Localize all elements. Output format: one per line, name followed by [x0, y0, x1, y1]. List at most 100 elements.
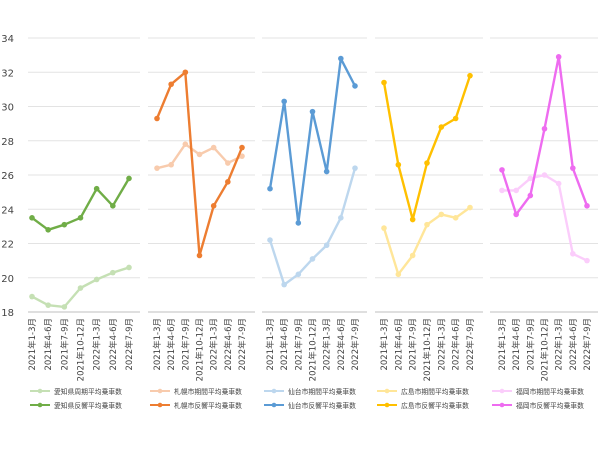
legend-label: 仙台市期間平均乗車数	[288, 387, 356, 396]
x-tick-label: 2022年1-3月	[92, 318, 103, 371]
data-point	[281, 281, 287, 288]
data-point	[29, 215, 35, 221]
data-point	[309, 256, 316, 262]
data-point	[323, 168, 330, 175]
x-tick-label: 2021年10-12月	[195, 318, 206, 381]
legend-marker	[384, 388, 390, 394]
data-point	[467, 72, 473, 79]
x-tick-label: 2021年1-3月	[265, 318, 276, 371]
x-tick-label: 2021年1-3月	[27, 318, 38, 371]
y-tick-label: 20	[1, 274, 14, 285]
data-point	[352, 165, 358, 171]
x-tick-label: 2021年1-3月	[497, 318, 508, 371]
data-point	[499, 187, 505, 194]
legend-marker	[271, 388, 277, 394]
legend-marker	[384, 402, 390, 408]
x-tick-label: 2022年4-6月	[568, 318, 579, 371]
legend-marker	[271, 402, 277, 408]
data-point	[570, 250, 576, 257]
data-point	[77, 285, 84, 291]
legend-label: 仙台市反響平均乗車数	[288, 401, 356, 410]
x-tick-label: 2022年1-3月	[209, 318, 220, 371]
data-point	[323, 242, 330, 249]
data-point	[267, 185, 273, 192]
data-point	[126, 264, 132, 271]
legend-marker	[499, 388, 505, 394]
y-tick-label: 34	[1, 34, 14, 45]
data-point	[45, 227, 51, 233]
legend-marker	[37, 388, 43, 394]
data-point	[295, 220, 302, 226]
legend-marker	[37, 402, 43, 408]
data-point	[126, 175, 132, 182]
x-tick-label: 2021年7-9月	[59, 318, 70, 371]
data-point	[77, 215, 84, 221]
data-point	[555, 54, 562, 60]
x-tick-label: 2022年4-6月	[223, 318, 234, 371]
legend-marker	[499, 402, 505, 408]
x-tick-label: 2021年10-12月	[76, 318, 87, 381]
legend-marker	[157, 388, 163, 394]
y-axis: 18 20 22 24 26 28 30 32 34	[1, 34, 14, 319]
data-point	[527, 175, 534, 182]
series-line	[502, 173, 588, 262]
data-point	[395, 161, 402, 168]
data-point	[196, 151, 203, 158]
data-point	[381, 225, 387, 231]
data-point	[45, 302, 51, 308]
legend-label: 広島市期間平均乗車数	[401, 387, 469, 396]
data-point	[93, 185, 100, 192]
x-tick-label: 2022年4-6月	[451, 318, 462, 371]
legend-label: 福岡市期間平均乗車数	[516, 387, 584, 396]
data-point	[61, 304, 68, 310]
data-point	[196, 252, 203, 259]
data-point	[452, 115, 459, 122]
data-point	[182, 69, 189, 76]
data-point	[467, 204, 473, 211]
x-tick-label: 2021年10-12月	[308, 318, 319, 381]
x-tick-label: 2021年4-6月	[393, 318, 404, 371]
data-point	[168, 81, 174, 88]
data-point	[395, 271, 402, 278]
x-tick-label: 2021年7-9月	[293, 318, 304, 371]
data-point	[61, 221, 68, 228]
x-tick-label: 2022年1-3月	[436, 318, 447, 371]
data-point	[584, 257, 590, 264]
x-tick-label: 2022年1-3月	[322, 318, 333, 371]
y-tick-label: 22	[1, 240, 14, 251]
x-tick-label: 2022年7-9月	[465, 318, 476, 371]
x-tick-label: 2021年7-9月	[180, 318, 191, 371]
data-point	[239, 144, 245, 151]
legend-marker	[157, 402, 163, 408]
legend-label: 愛知県反響平均乗車数	[54, 401, 122, 410]
data-point	[168, 161, 174, 168]
data-point	[438, 211, 445, 218]
data-point	[381, 79, 387, 86]
x-tick-label: 2022年1-3月	[554, 318, 565, 371]
x-tick-label: 2022年7-9月	[124, 318, 135, 371]
x-tick-label: 2021年4-6月	[43, 318, 54, 371]
x-tick-label: 2021年10-12月	[422, 318, 433, 381]
data-point	[513, 211, 519, 218]
x-tick-label: 2021年4-6月	[166, 318, 177, 371]
y-tick-label: 28	[1, 137, 14, 148]
x-tick-label: 2022年4-6月	[336, 318, 347, 371]
x-tick-label: 2021年4-6月	[279, 318, 290, 371]
data-point	[409, 216, 416, 223]
data-point	[409, 252, 416, 259]
x-tick-label: 2021年10-12月	[540, 318, 551, 381]
y-tick-label: 32	[1, 68, 14, 79]
data-point	[210, 144, 217, 151]
x-tick-label: 2022年7-9月	[237, 318, 248, 371]
data-point	[452, 215, 459, 221]
y-tick-label: 30	[1, 103, 14, 114]
legend-label: 札幌市反響平均乗車数	[174, 401, 242, 410]
y-tick-label: 26	[1, 171, 14, 182]
data-point	[424, 221, 430, 228]
data-point	[29, 293, 35, 300]
legend-label: 広島市反響平均乗車数	[401, 401, 469, 410]
y-tick-label: 18	[1, 308, 14, 319]
data-point	[541, 125, 548, 132]
